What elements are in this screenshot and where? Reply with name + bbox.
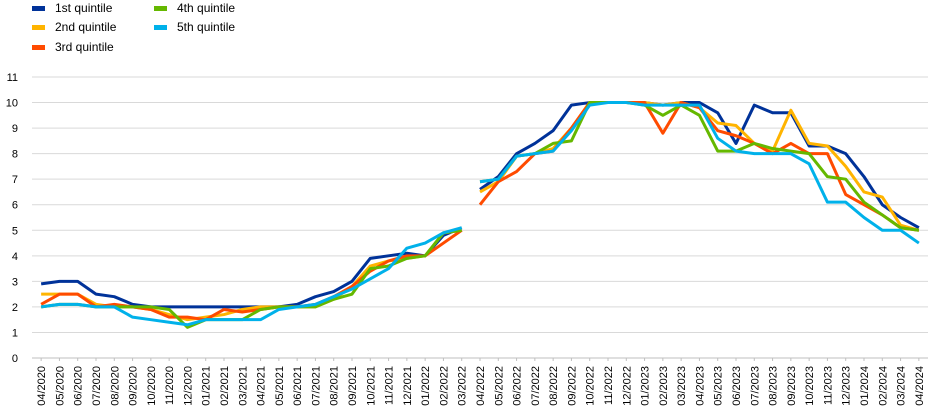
- x-tick-label: 03/2024: [896, 366, 908, 406]
- x-tick-label: 03/2022: [457, 366, 469, 406]
- legend-marker-2: [32, 25, 45, 30]
- x-tick-label: 12/2021: [402, 366, 414, 406]
- y-tick-label: 6: [12, 200, 18, 212]
- series-line-4-segment-1: [40, 228, 462, 329]
- x-tick-label: 04/2022: [475, 366, 487, 406]
- legend-marker-1: [32, 6, 45, 11]
- y-tick-label: 2: [12, 302, 18, 314]
- y-axis-tick-labels: 0 1 2 3 4 5 6 7 8 9 10 11: [6, 72, 18, 365]
- x-tick-label: 05/2021: [274, 366, 286, 406]
- x-tick-label: 08/2021: [329, 366, 341, 406]
- x-tick-label: 08/2020: [109, 366, 121, 406]
- legend-label-4: 4th quintile: [177, 1, 235, 15]
- x-tick-label: 10/2022: [585, 366, 597, 406]
- y-tick-label: 8: [12, 149, 18, 161]
- series-line-5-segment-1: [40, 226, 463, 327]
- x-tick-label: 05/2023: [713, 366, 725, 406]
- x-tick-label: 11/2020: [164, 366, 176, 405]
- legend-marker-5: [154, 25, 167, 30]
- y-tick-label: 5: [12, 225, 18, 237]
- x-tick-label: 11/2023: [822, 366, 834, 405]
- y-tick-label: 3: [12, 276, 18, 288]
- x-tick-label: 12/2022: [621, 366, 633, 406]
- legend-label-3: 3rd quintile: [55, 40, 114, 54]
- x-tick-label: 06/2021: [292, 366, 304, 406]
- series-line-4-segment-2: [479, 101, 920, 232]
- legend-label-5: 5th quintile: [177, 20, 235, 34]
- y-tick-label: 10: [6, 98, 18, 110]
- x-tick-label: 08/2023: [768, 366, 780, 406]
- series-line-3-segment-1: [40, 229, 463, 322]
- x-tick-label: 09/2021: [347, 366, 359, 406]
- x-tick-label: 02/2022: [438, 366, 450, 406]
- x-axis-tick-labels: 04/2020 05/2020 06/2020 07/2020 08/2020 09/20…: [36, 366, 926, 406]
- x-tick-label: 05/2022: [493, 366, 505, 406]
- x-tick-label: 04/2020: [36, 366, 48, 406]
- x-tick-label: 09/2020: [128, 366, 140, 406]
- x-tick-label: 09/2022: [566, 366, 578, 406]
- x-tick-label: 01/2021: [201, 366, 213, 406]
- x-tick-label: 01/2022: [420, 366, 432, 406]
- x-tick-label: 12/2020: [182, 366, 194, 406]
- legend: 1st quintile 2nd quintile 3rd quintile 4th …: [32, 1, 235, 54]
- x-tick-label: 06/2022: [512, 366, 524, 406]
- x-tick-label: 11/2022: [603, 366, 615, 405]
- x-tick-label: 02/2023: [658, 366, 670, 406]
- y-tick-label: 11: [7, 72, 18, 84]
- series-line-1-segment-1: [40, 226, 463, 309]
- x-tick-label: 04/2023: [694, 366, 706, 406]
- y-tick-label: 0: [12, 353, 18, 365]
- series-line-5-segment-2: [479, 101, 920, 245]
- series-line-3-segment-2: [478, 101, 920, 232]
- x-tick-label: 02/2021: [219, 366, 231, 406]
- x-tick-label: 01/2024: [859, 366, 871, 406]
- x-tick-label: 02/2024: [877, 366, 889, 406]
- x-tick-label: 04/2021: [256, 366, 268, 406]
- series-lines: [40, 101, 920, 329]
- x-tick-label: 05/2020: [54, 366, 66, 406]
- x-tick-label: 08/2022: [548, 366, 560, 406]
- legend-label-2: 2nd quintile: [55, 20, 117, 34]
- x-tick-label: 03/2021: [237, 366, 249, 406]
- y-tick-label: 9: [12, 123, 18, 135]
- x-tick-label: 01/2023: [640, 366, 652, 406]
- series-line-1-segment-2: [479, 101, 920, 230]
- x-tick-label: 12/2023: [841, 366, 853, 406]
- x-tick-label: 07/2023: [749, 366, 761, 406]
- legend-marker-3: [32, 45, 45, 50]
- x-tick-label: 11/2021: [384, 366, 396, 405]
- axes: [32, 357, 928, 361]
- y-tick-label: 4: [12, 251, 18, 263]
- legend-marker-4: [154, 6, 167, 11]
- x-tick-label: 06/2023: [731, 366, 743, 406]
- x-tick-label: 09/2023: [786, 366, 798, 406]
- x-tick-label: 07/2020: [91, 366, 103, 406]
- x-tick-label: 10/2023: [804, 366, 816, 406]
- legend-label-1: 1st quintile: [55, 1, 113, 15]
- x-tick-label: 10/2021: [365, 366, 377, 406]
- series-line-2-segment-2: [479, 101, 920, 232]
- x-tick-label: 03/2023: [676, 366, 688, 406]
- y-tick-label: 1: [12, 327, 18, 339]
- x-tick-label: 07/2021: [310, 366, 322, 406]
- x-tick-label: 10/2020: [146, 366, 158, 406]
- x-tick-label: 06/2020: [73, 366, 85, 406]
- x-tick-label: 04/2024: [914, 366, 926, 406]
- x-tick-label: 07/2022: [530, 366, 542, 406]
- y-tick-label: 7: [12, 174, 18, 186]
